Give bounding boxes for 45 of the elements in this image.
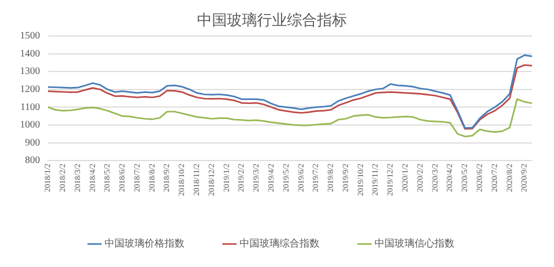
x-tick-label: 2020/6/2 (474, 164, 484, 192)
x-tick-label: 2019/10/2 (356, 164, 365, 196)
x-tick-label: 2019/1/2 (222, 164, 231, 192)
y-tick-label: 800 (25, 155, 40, 166)
y-tick-label: 1300 (20, 66, 40, 78)
x-tick-label: 2020/9/2 (520, 164, 529, 192)
x-tick-label: 2019/5/2 (281, 164, 290, 192)
x-tick-label: 2018/7/2 (132, 164, 142, 192)
y-tick-label: 1200 (20, 84, 40, 96)
x-tick-label: 2019/6/2 (296, 164, 306, 192)
y-tick-label: 900 (25, 137, 40, 148)
x-tick-label: 2020/8/2 (504, 164, 514, 192)
x-tick-label: 2019/12/2 (386, 164, 395, 196)
x-tick-label: 2020/5/2 (460, 164, 470, 192)
legend-label: 中国玻璃价格指数 (104, 238, 184, 250)
x-tick-label: 2018/6/2 (118, 164, 127, 192)
y-tick-label: 1000 (20, 120, 40, 131)
y-tick-label: 1400 (20, 48, 40, 60)
legend-label: 中国玻璃信心指数 (374, 238, 454, 250)
x-tick-label: 2020/7/2 (490, 164, 499, 192)
y-tick-label: 1100 (20, 102, 40, 113)
x-tick-label: 2020/1/2 (400, 164, 410, 192)
legend-label: 中国玻璃综合指数 (240, 238, 320, 250)
x-tick-label: 2018/11/2 (192, 164, 202, 196)
x-tick-label: 2018/10/2 (177, 164, 186, 196)
x-tick-label: 2018/1/2 (43, 164, 52, 192)
x-tick-label: 2019/9/2 (340, 164, 350, 192)
chart-title: 中国玻璃行业综合指标 (197, 12, 347, 29)
x-tick-label: 2018/4/2 (88, 164, 97, 192)
x-tick-label: 2019/4/2 (266, 164, 276, 192)
x-tick-label: 2018/12/2 (206, 164, 216, 196)
x-tick-label: 2018/2/2 (58, 164, 67, 192)
x-tick-label: 2019/8/2 (326, 164, 336, 192)
x-tick-label: 2018/5/2 (102, 164, 112, 192)
x-tick-label: 2019/2/2 (236, 164, 246, 192)
x-tick-label: 2018/3/2 (72, 164, 82, 192)
x-tick-label: 2020/3/2 (430, 164, 440, 192)
x-tick-label: 2019/3/2 (252, 164, 261, 192)
x-tick-label: 2019/7/2 (311, 164, 320, 192)
x-tick-label: 2020/4/2 (445, 164, 454, 192)
x-tick-label: 2020/2/2 (415, 164, 424, 192)
x-tick-label: 2018/9/2 (162, 164, 172, 192)
x-tick-label: 2019/11/2 (370, 164, 380, 196)
y-tick-label: 1500 (20, 30, 40, 42)
x-tick-label: 2018/8/2 (147, 164, 156, 192)
